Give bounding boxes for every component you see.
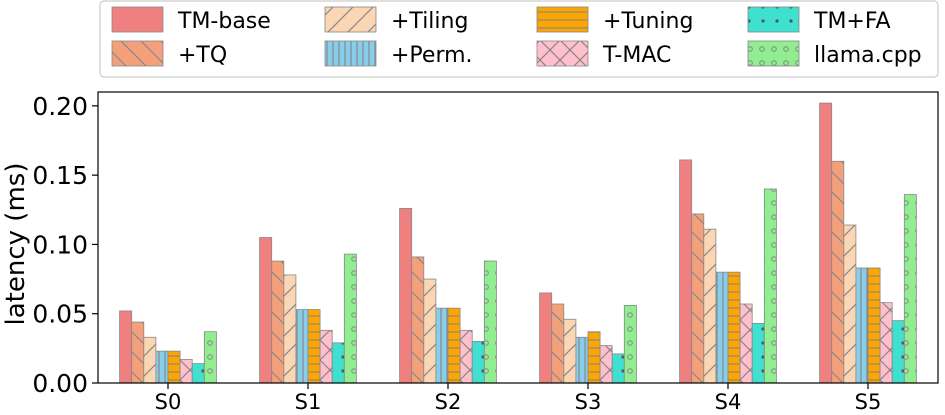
legend-item-tq: +TQ — [111, 40, 227, 68]
bar-s1-perm — [295, 309, 309, 384]
bar-s4-tiling — [703, 228, 717, 384]
legend-swatch — [536, 40, 589, 67]
legend-swatch — [536, 6, 589, 33]
bar-s2-llama-cpp — [483, 260, 497, 384]
bar-s1-llama-cpp — [343, 253, 357, 384]
x-tick-label: S2 — [435, 390, 462, 414]
bar-s3-tm-fa — [611, 353, 625, 384]
bar-s2-tuning — [447, 307, 461, 384]
plot-frame — [97, 91, 939, 384]
bar-s3-tuning — [587, 331, 601, 384]
bar-s3-llama-cpp — [623, 304, 637, 384]
legend-item-tiling: +Tiling — [324, 6, 468, 34]
legend-item-tm-base: TM-base — [111, 6, 271, 34]
bar-s5-tm-fa — [891, 320, 905, 384]
x-tick-label: S5 — [855, 390, 882, 414]
bar-s4-tm-base — [679, 159, 693, 384]
legend-label: +Tuning — [603, 9, 693, 34]
bar-s2-tm-fa — [471, 341, 485, 384]
bar-group-s0 — [119, 310, 217, 384]
bar-s2-tiling — [423, 278, 437, 384]
bar-s1-tm-fa — [331, 342, 345, 384]
bar-s0-llama-cpp — [203, 331, 217, 384]
bar-s4-t-mac — [739, 303, 753, 384]
legend-label: +TQ — [178, 43, 227, 68]
bar-s3-tq — [551, 303, 565, 384]
bar-s5-tiling — [843, 224, 857, 384]
y-tick-label: 0.00 — [32, 369, 88, 398]
bar-s3-perm — [575, 336, 589, 384]
bar-s5-llama-cpp — [903, 194, 917, 384]
legend-item-t-mac: T-MAC — [536, 40, 671, 68]
bar-s2-t-mac — [459, 329, 473, 384]
bar-s4-llama-cpp — [763, 188, 777, 384]
bar-s0-tm-base — [119, 310, 133, 384]
y-axis-label: latency (ms) — [1, 163, 31, 326]
bars — [119, 102, 917, 384]
y-tick-label: 0.15 — [32, 161, 88, 190]
bar-s0-perm — [155, 350, 169, 384]
bar-group-s2 — [399, 207, 497, 384]
y-tick-label: 0.05 — [32, 300, 88, 329]
x-tick-label: S0 — [155, 390, 182, 414]
legend-item-tuning: +Tuning — [536, 6, 693, 34]
legend: TM-base +TQ +Tiling +Perm. +Tuning T-MAC TM+FA… — [99, 0, 939, 78]
legend-swatch — [747, 6, 800, 33]
bar-s1-tuning — [307, 309, 321, 384]
bar-s4-tm-fa — [751, 323, 765, 384]
bar-s1-tq — [271, 260, 285, 384]
axes: 0.00 0.05 0.10 0.15 0.20 S0 S1 S2 S3 S4 S5 — [32, 91, 939, 414]
x-tick-label: S4 — [715, 390, 742, 414]
bar-group-s5 — [819, 102, 917, 384]
y-tick-label: 0.10 — [32, 230, 88, 259]
legend-swatch — [324, 40, 377, 67]
bar-s5-t-mac — [879, 302, 893, 384]
legend-swatch — [111, 40, 164, 67]
y-tick-label: 0.20 — [32, 92, 88, 121]
legend-label: +Perm. — [391, 43, 473, 68]
bar-s5-perm — [855, 267, 869, 384]
bar-s0-tuning — [167, 350, 181, 384]
bar-s1-t-mac — [319, 329, 333, 384]
bar-s0-tm-fa — [191, 363, 205, 384]
bar-s0-t-mac — [179, 359, 193, 384]
bar-s5-tq — [831, 160, 845, 384]
bar-group-s1 — [259, 237, 357, 384]
bar-s3-t-mac — [599, 345, 613, 384]
bar-group-s4 — [679, 159, 777, 384]
legend-box — [99, 0, 939, 78]
bar-group-s3 — [539, 292, 637, 384]
legend-label: T-MAC — [602, 43, 671, 68]
bar-s0-tq — [131, 321, 145, 384]
bar-s0-tiling — [143, 336, 157, 384]
legend-swatch — [324, 6, 377, 33]
x-tick-label: S3 — [575, 390, 602, 414]
bar-s4-perm — [715, 271, 729, 384]
legend-swatch — [111, 6, 164, 33]
bar-s3-tiling — [563, 318, 577, 384]
legend-label: +Tiling — [391, 9, 468, 34]
legend-swatch — [747, 40, 800, 67]
bar-s1-tiling — [283, 274, 297, 384]
bar-s4-tq — [691, 213, 705, 384]
legend-item-perm: +Perm. — [324, 40, 473, 68]
bar-s5-tm-base — [819, 102, 833, 384]
bar-s5-tuning — [867, 267, 881, 384]
legend-label: llama.cpp — [814, 43, 922, 68]
legend-item-tm-fa: TM+FA — [747, 6, 891, 34]
bar-s3-tm-base — [539, 292, 553, 384]
legend-label: TM-base — [177, 9, 271, 34]
x-tick-label: S1 — [295, 390, 322, 414]
bar-s2-tm-base — [399, 207, 413, 384]
bar-s2-tq — [411, 256, 425, 384]
bar-s4-tuning — [727, 271, 741, 384]
bar-s2-perm — [435, 307, 449, 384]
legend-item-llama-cpp: llama.cpp — [747, 40, 922, 68]
legend-label: TM+FA — [813, 9, 891, 34]
bar-s1-tm-base — [259, 237, 273, 384]
